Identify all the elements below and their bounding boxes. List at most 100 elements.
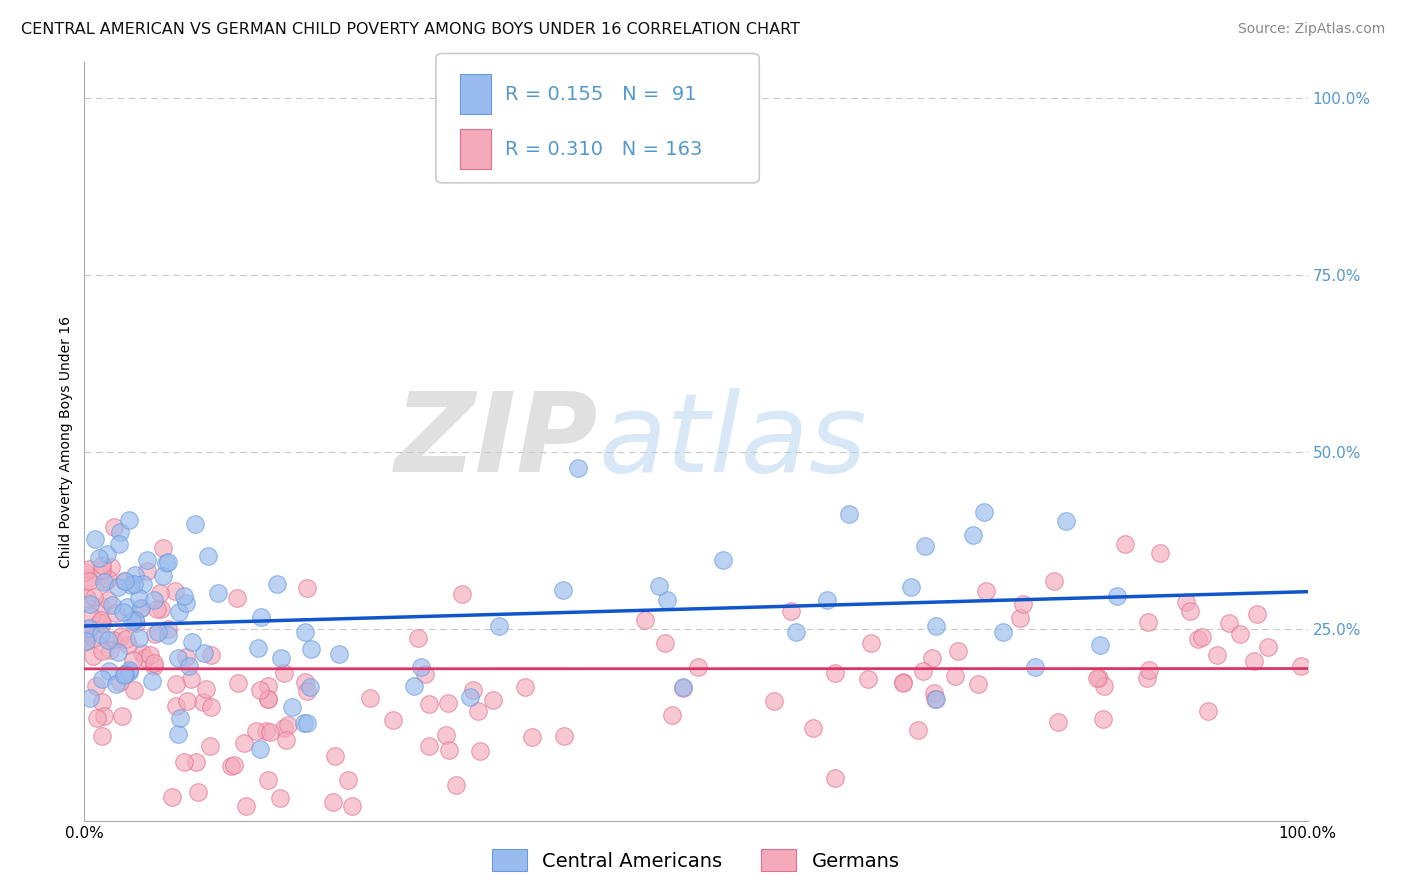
Point xyxy=(340,799,363,814)
Point xyxy=(118,663,141,677)
Point xyxy=(176,694,198,708)
Point xyxy=(160,789,183,804)
Point xyxy=(1046,714,1069,729)
Point xyxy=(138,648,160,662)
Point xyxy=(1024,659,1046,673)
Point xyxy=(89,615,111,630)
Point xyxy=(149,602,172,616)
Point xyxy=(907,723,929,737)
Point xyxy=(117,665,139,680)
Point xyxy=(943,669,966,683)
Point xyxy=(157,555,180,569)
Point xyxy=(143,627,166,641)
Point xyxy=(295,716,318,731)
Point xyxy=(654,636,676,650)
Point xyxy=(409,660,432,674)
Point xyxy=(86,679,108,693)
Point xyxy=(167,651,190,665)
Point xyxy=(124,568,146,582)
Point xyxy=(111,709,134,723)
Point xyxy=(1257,640,1279,654)
Point xyxy=(461,683,484,698)
Point xyxy=(838,507,860,521)
Point xyxy=(152,541,174,556)
Point xyxy=(224,758,246,772)
Point xyxy=(247,641,270,656)
Point xyxy=(94,574,117,588)
Point xyxy=(98,664,121,678)
Point xyxy=(277,718,299,732)
Point xyxy=(197,549,219,563)
Point xyxy=(1088,671,1111,685)
Point xyxy=(86,711,108,725)
Point xyxy=(762,694,785,708)
Point xyxy=(121,614,143,628)
Point xyxy=(124,613,146,627)
Point xyxy=(1043,574,1066,588)
Point xyxy=(76,591,98,606)
Point xyxy=(83,532,105,546)
Point xyxy=(266,577,288,591)
Point xyxy=(122,653,145,667)
Point xyxy=(156,628,179,642)
Point xyxy=(110,629,132,643)
Point xyxy=(1114,537,1136,551)
Point xyxy=(77,562,100,576)
Point xyxy=(152,568,174,582)
Point xyxy=(75,633,97,648)
Point xyxy=(91,558,114,572)
Point xyxy=(219,758,242,772)
Point xyxy=(567,461,589,475)
Point xyxy=(1149,546,1171,560)
Point xyxy=(925,619,948,633)
Point xyxy=(418,739,440,753)
Point xyxy=(194,682,217,697)
Point xyxy=(100,642,122,657)
Point xyxy=(785,624,807,639)
Point xyxy=(226,676,249,690)
Point xyxy=(381,714,404,728)
Point xyxy=(169,711,191,725)
Point xyxy=(257,692,280,706)
Point xyxy=(1054,514,1077,528)
Point xyxy=(117,513,139,527)
Point xyxy=(860,636,883,650)
Point xyxy=(661,707,683,722)
Point xyxy=(299,680,322,694)
Point xyxy=(408,632,430,646)
Point xyxy=(107,645,129,659)
Point xyxy=(711,552,734,566)
Point xyxy=(136,564,159,578)
Point xyxy=(90,613,112,627)
Point xyxy=(257,692,280,706)
Point xyxy=(90,644,112,658)
Point xyxy=(1008,610,1031,624)
Point xyxy=(1092,712,1115,726)
Text: R = 0.310   N = 163: R = 0.310 N = 163 xyxy=(505,140,702,159)
Point xyxy=(276,733,298,747)
Y-axis label: Child Poverty Among Boys Under 16: Child Poverty Among Boys Under 16 xyxy=(59,316,73,567)
Point xyxy=(93,574,115,589)
Point xyxy=(179,659,201,673)
Point xyxy=(142,593,165,607)
Point xyxy=(90,599,112,613)
Point xyxy=(294,675,316,690)
Point xyxy=(97,572,120,586)
Point xyxy=(273,722,295,736)
Point xyxy=(686,660,709,674)
Point xyxy=(891,675,914,690)
Point xyxy=(155,557,177,571)
Point xyxy=(437,696,460,710)
Point xyxy=(149,586,172,600)
Point xyxy=(90,563,112,577)
Point xyxy=(245,724,267,739)
Point xyxy=(1218,615,1240,630)
Point xyxy=(174,596,197,610)
Point xyxy=(77,628,100,642)
Point xyxy=(359,690,381,705)
Point xyxy=(226,591,249,606)
Point xyxy=(1178,604,1201,618)
Point xyxy=(1243,654,1265,668)
Point xyxy=(249,610,271,624)
Point xyxy=(891,675,914,690)
